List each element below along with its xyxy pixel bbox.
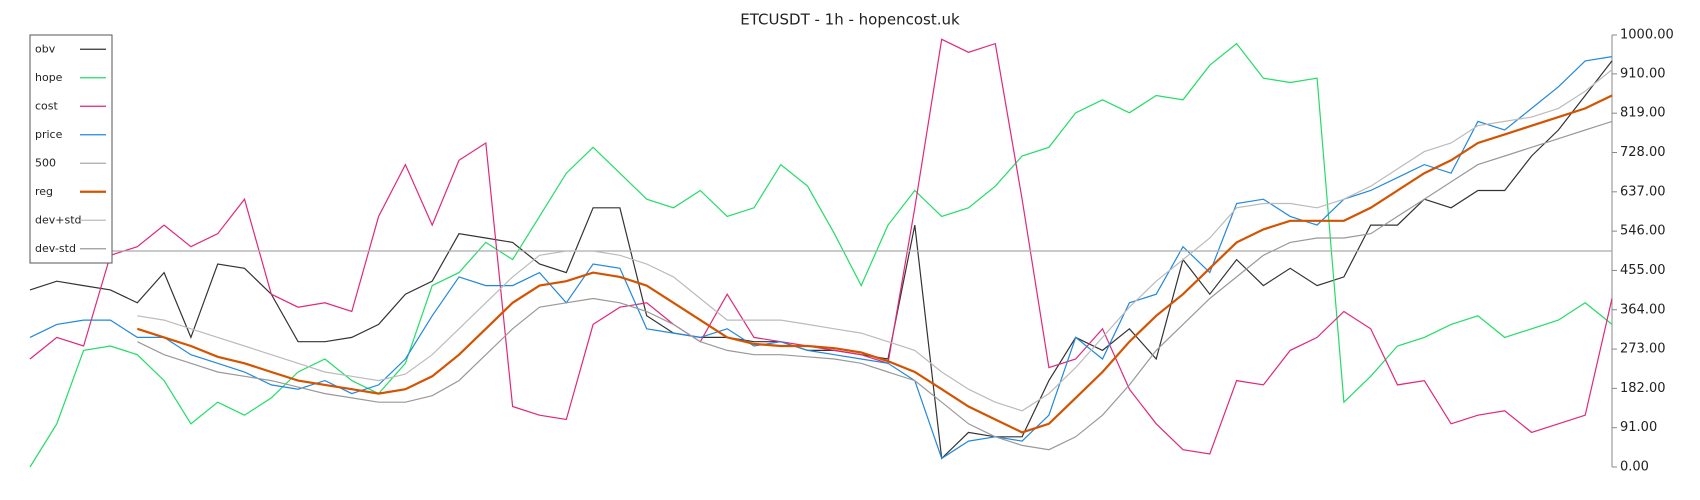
- y-tick-label: 182.00: [1620, 381, 1666, 396]
- series-line: [29, 38, 1613, 455]
- legend-label: 500: [35, 156, 56, 169]
- y-tick-label: 819.00: [1620, 106, 1666, 121]
- legend-label: cost: [35, 99, 59, 112]
- y-tick-label: 364.00: [1620, 302, 1666, 317]
- series-line: [29, 42, 1613, 468]
- y-tick-label: 637.00: [1620, 184, 1666, 199]
- legend-label: reg: [35, 185, 53, 198]
- series-line: [137, 120, 1613, 451]
- y-tick-label: 1000.00: [1620, 28, 1674, 43]
- y-tick-label: 728.00: [1620, 145, 1666, 160]
- legend-label: obv: [35, 42, 56, 55]
- y-tick-label: 273.00: [1620, 342, 1666, 357]
- series-line: [29, 60, 1613, 460]
- legend-label: dev+std: [35, 213, 82, 226]
- y-tick-label: 546.00: [1620, 224, 1666, 239]
- y-tick-label: 455.00: [1620, 263, 1666, 278]
- legend-box: [29, 34, 113, 264]
- legend-label: dev-std: [35, 242, 76, 255]
- y-tick-label: 91.00: [1620, 420, 1657, 435]
- legend-label: hope: [35, 71, 63, 84]
- y-tick-label: 910.00: [1620, 66, 1666, 81]
- series-line: [137, 69, 1613, 412]
- series-line: [136, 94, 1613, 434]
- legend: obv hope cost price 500 reg dev+std dev-std: [29, 34, 113, 264]
- legend-label: price: [35, 128, 63, 141]
- chart-title: ETCUSDT - 1h - hopencost.uk: [740, 11, 960, 29]
- series-line: [29, 56, 1613, 460]
- y-tick-label: 0.00: [1620, 460, 1649, 475]
